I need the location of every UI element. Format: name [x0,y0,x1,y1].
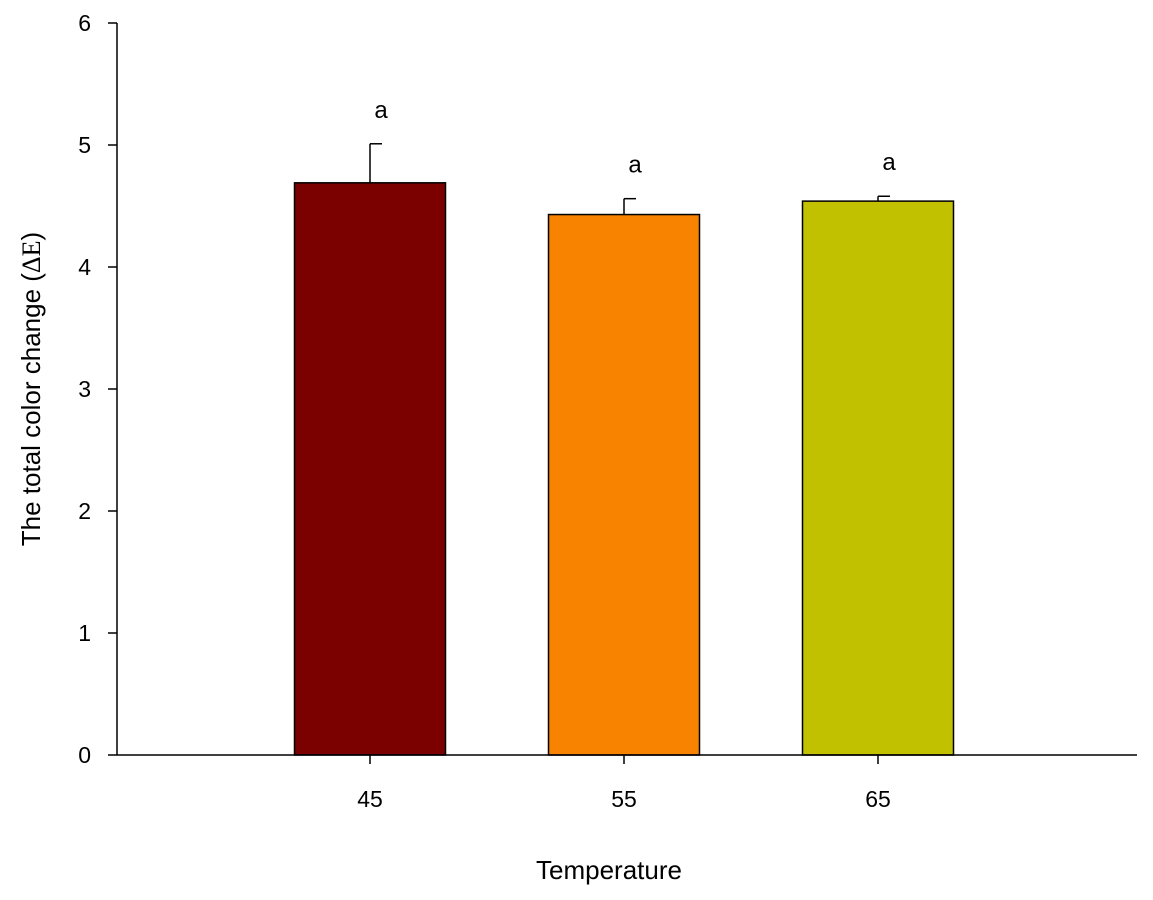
x-tick-label-45: 45 [357,786,383,812]
y-tick-label-5: 5 [78,132,91,158]
bar-65 [801,200,955,756]
bar-45 [293,182,447,756]
y-axis-title-text: The total color change ( [16,273,46,546]
y-tick-label-0: 0 [78,742,91,768]
y-axis-title-close: ) [16,232,46,241]
significance-label-45: a [374,97,388,124]
x-tick-label-65: 65 [865,786,891,812]
y-axis-title: The total color change (ΔE) [16,232,46,546]
significance-label-55: a [628,152,642,179]
significance-labels-layer: a a a [374,97,896,179]
x-tick-label-55: 55 [611,786,637,812]
y-tick-label-2: 2 [78,498,91,524]
significance-label-65: a [882,149,896,176]
y-ticks-layer: 0 1 2 3 4 5 6 [78,10,117,768]
y-tick-label-1: 1 [78,620,91,646]
y-axis-title-symbol: ΔE [17,240,46,273]
bars-layer [293,182,955,756]
error-bars-layer [369,143,890,215]
y-tick-label-4: 4 [78,254,91,280]
bar-55 [547,213,701,756]
y-tick-label-3: 3 [78,376,91,402]
x-ticks-layer: 45 55 65 [357,755,891,812]
y-tick-label-6: 6 [78,10,91,36]
x-axis-title: Temperature [536,855,682,885]
